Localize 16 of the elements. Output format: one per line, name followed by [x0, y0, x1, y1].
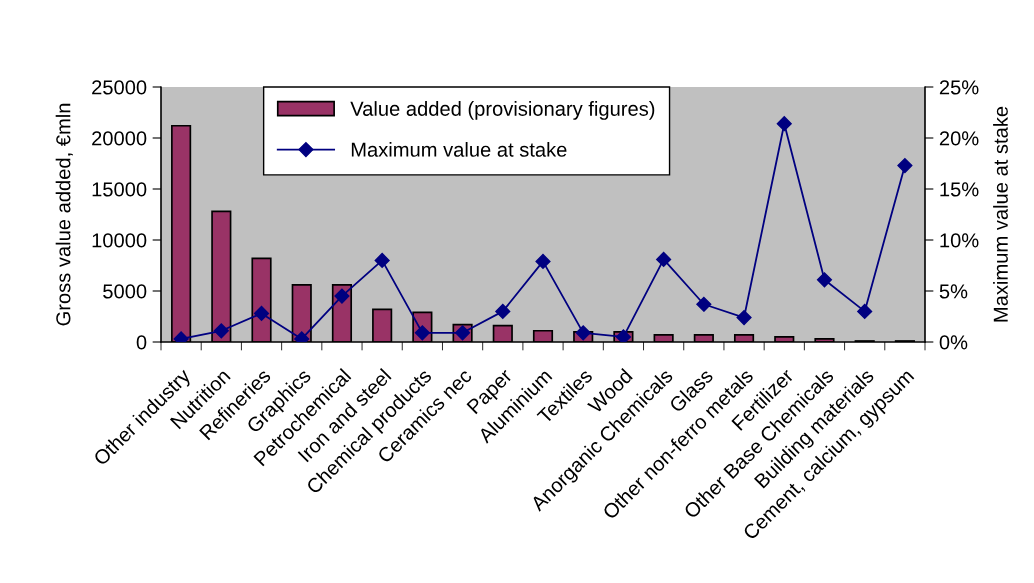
- y-tick-label: 20000: [92, 131, 147, 146]
- y-tick-label: 15000: [92, 182, 147, 197]
- legend-label: Maximum value at stake: [351, 142, 567, 157]
- y2-tick-label: 5%: [939, 284, 968, 299]
- y2-axis-title: Maximum value at stake: [993, 106, 1008, 322]
- y2-tick-label: 10%: [940, 233, 979, 248]
- y2-tick-label: 0%: [939, 335, 968, 350]
- y-tick-label: 10000: [92, 233, 147, 248]
- y2-tick-label: 25%: [939, 80, 979, 95]
- legend-label: Value added (provisionary figures): [350, 101, 655, 120]
- y-axis-title: Gross value added, €mln: [55, 103, 73, 326]
- y2-tick-label: 15%: [940, 182, 979, 197]
- y-tick-label: 5000: [103, 284, 147, 299]
- y-tick-label: 25000: [92, 80, 147, 95]
- y2-tick-label: 20%: [939, 131, 979, 146]
- y-tick-label: 0: [136, 335, 147, 350]
